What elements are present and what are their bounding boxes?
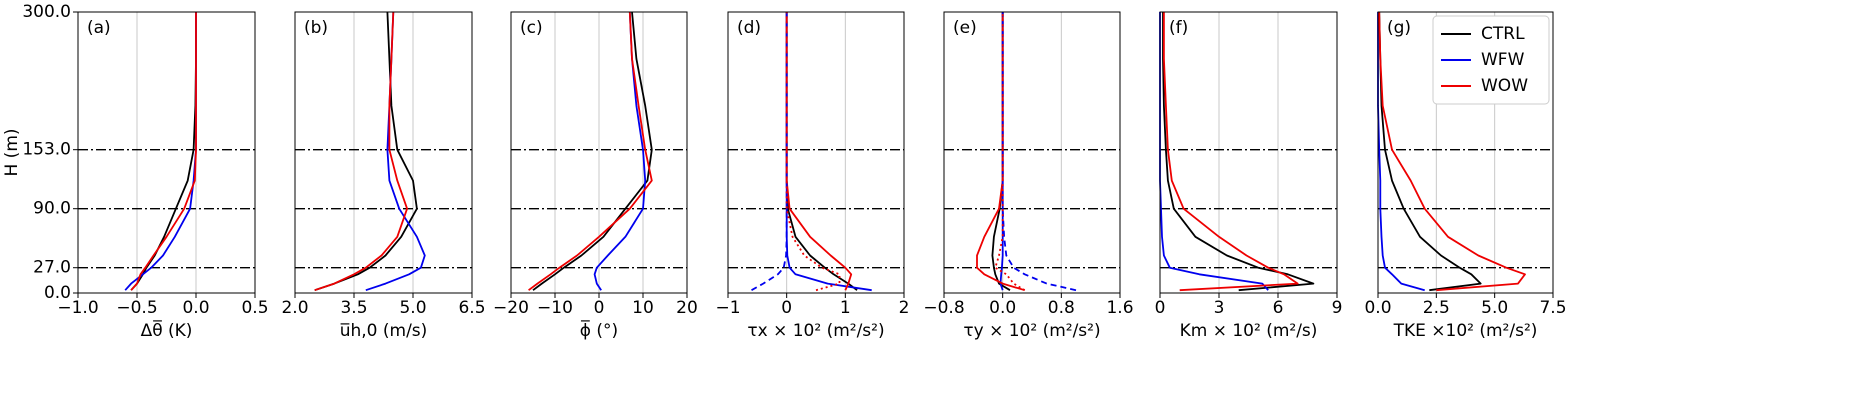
x-tick-label: 3 — [1214, 298, 1225, 318]
x-tick-label: 0.0 — [989, 298, 1016, 318]
x-tick-label: 0 — [1155, 298, 1166, 318]
x-axis-label: τx × 10² (m²/s²) — [747, 321, 884, 341]
panel: 0 3 6 9 Km × 10² (m²/s) (f) — [1155, 11, 1343, 341]
x-tick-label: −0.8 — [923, 298, 964, 318]
x-tick-label: 9 — [1332, 298, 1343, 318]
x-tick-label: 2 — [899, 298, 910, 318]
x-tick-label: 1 — [840, 298, 851, 318]
profile-line — [1001, 12, 1077, 292]
legend-label: CTRL — [1481, 24, 1525, 44]
profile-line — [130, 12, 197, 291]
x-tick-label: 0.5 — [241, 298, 268, 318]
profile-line — [994, 12, 1026, 291]
profile-line — [785, 12, 853, 291]
plot-frame — [77, 11, 256, 294]
x-axis-label: u̅h,0 (m/s) — [340, 321, 428, 341]
panel-label: (a) — [87, 18, 111, 38]
profile-line — [976, 12, 1025, 292]
plot-frame — [1377, 11, 1554, 294]
plot-frame — [943, 11, 1121, 294]
profile-line — [365, 11, 426, 292]
profile-line — [1378, 11, 1526, 292]
y-axis-label: H (m) — [2, 128, 22, 176]
profile-line — [532, 11, 653, 291]
x-tick-label: −1.0 — [57, 298, 98, 318]
profile-line — [1378, 11, 1482, 292]
x-tick-label: 1.6 — [1106, 298, 1133, 318]
profile-line — [991, 12, 1011, 291]
x-tick-label: 7.5 — [1539, 298, 1566, 318]
panel-label: (f) — [1169, 18, 1188, 38]
panel: −1.0 −0.5 0.0 0.5 0.0 27.0 90.0 153.0 300.0 H (m)… — [2, 2, 269, 341]
profile-line — [528, 11, 653, 291]
x-tick-label: 6.5 — [458, 298, 485, 318]
x-tick-label: 5.0 — [399, 298, 426, 318]
panel: 2.0 3.5 5.0 6.5 u̅h,0 (m/s) (b) — [281, 11, 486, 341]
x-tick-label: 0 — [781, 298, 792, 318]
plot-frame — [510, 11, 688, 294]
x-tick-label: 5.0 — [1481, 298, 1508, 318]
y-tick-label: 300.0 — [22, 2, 71, 22]
legend-label: WFW — [1481, 50, 1525, 70]
plot-frame — [294, 11, 473, 294]
panel-label: (e) — [953, 18, 977, 38]
x-tick-label: 0 — [594, 298, 605, 318]
x-tick-label: 0.8 — [1048, 298, 1075, 318]
profile-line — [314, 11, 408, 292]
legend-box — [1432, 15, 1550, 105]
panel-label: (b) — [304, 18, 328, 38]
x-tick-label: 20 — [676, 298, 698, 318]
x-tick-label: −10 — [537, 298, 573, 318]
x-tick-label: 2.0 — [281, 298, 308, 318]
x-axis-label: TKE ×10² (m²/s²) — [1393, 321, 1538, 341]
x-axis-label: ϕ̅ (°) — [580, 319, 618, 341]
plot-frame — [1159, 11, 1338, 294]
profile-line — [1163, 12, 1299, 292]
plot-frame — [727, 11, 905, 294]
x-tick-label: −20 — [493, 298, 529, 318]
y-tick-label: 27.0 — [33, 258, 71, 278]
x-tick-label: −0.5 — [116, 298, 157, 318]
profile-line — [314, 11, 418, 292]
profile-line — [785, 12, 872, 292]
panel-label: (c) — [520, 18, 543, 38]
x-axis-label: τy × 10² (m²/s²) — [963, 321, 1100, 341]
panel-label: (d) — [737, 18, 761, 38]
legend-label: WOW — [1481, 76, 1528, 96]
x-tick-label: 3.5 — [340, 298, 367, 318]
panel: −20 −10 0 10 20 ϕ̅ (°) (c) — [493, 11, 698, 341]
y-tick-label: 153.0 — [22, 140, 71, 160]
x-tick-label: 6 — [1273, 298, 1284, 318]
panel-label: (g) — [1387, 18, 1411, 38]
x-tick-label: 10 — [632, 298, 654, 318]
x-tick-label: 0.0 — [182, 298, 209, 318]
x-tick-label: 2.5 — [1423, 298, 1450, 318]
profile-line — [124, 12, 197, 291]
profile-line — [593, 11, 647, 291]
profile-line — [785, 12, 841, 292]
y-tick-label: 90.0 — [33, 199, 71, 219]
x-tick-label: 0.0 — [1364, 298, 1391, 318]
x-axis-label: Δθ̅ (K) — [141, 319, 193, 341]
profile-line — [751, 12, 788, 291]
y-tick-label: 0.0 — [44, 283, 71, 303]
panel: −0.8 0.0 0.8 1.6 τy × 10² (m²/s²) (e) — [923, 11, 1134, 341]
profile-line — [130, 12, 197, 291]
x-axis-label: Km × 10² (m²/s) — [1180, 321, 1318, 341]
profile-line — [1162, 12, 1315, 292]
panel: −1 0 1 2 τx × 10² (m²/s²) (d) — [715, 11, 910, 341]
x-tick-label: −1 — [715, 298, 740, 318]
